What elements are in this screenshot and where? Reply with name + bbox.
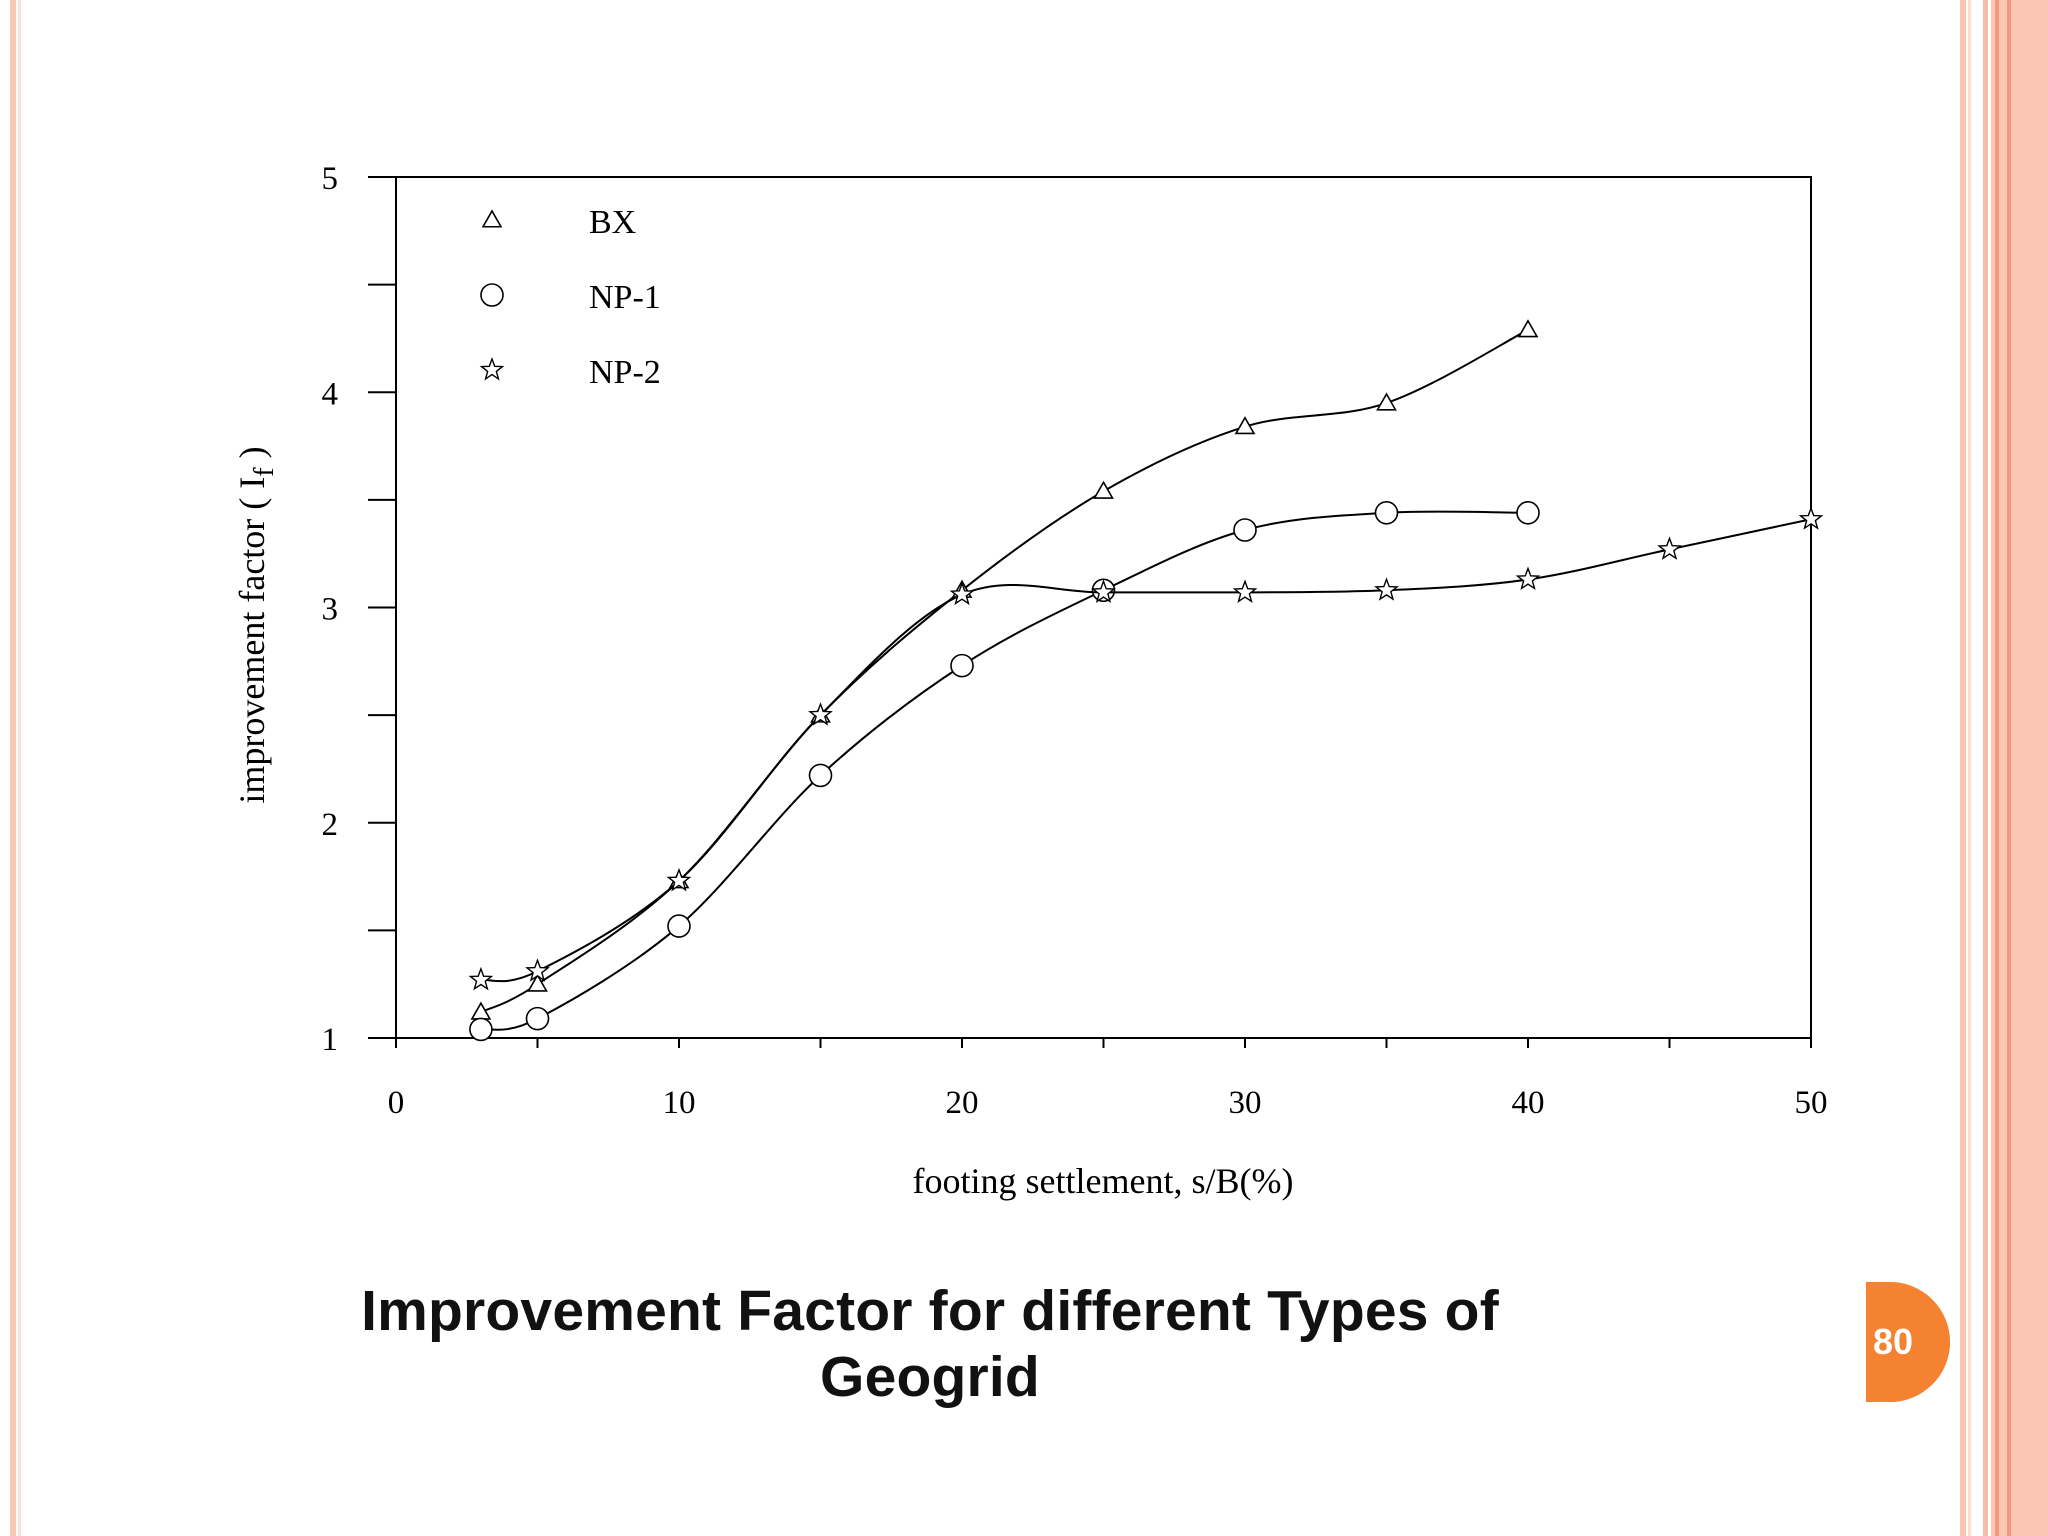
slide-left-border — [0, 0, 22, 1536]
triangle-marker — [1234, 416, 1256, 435]
right-border-stripe — [1983, 0, 1988, 1536]
slide-caption: Improvement Factor for different Types o… — [361, 1279, 1499, 1409]
series-np-1 — [469, 500, 1540, 1042]
star-marker — [468, 966, 494, 991]
star-marker — [525, 958, 550, 982]
slide-right-border — [1955, 0, 2048, 1536]
triangle-marker — [1093, 480, 1114, 499]
right-border-stripe — [1960, 0, 1966, 1536]
y-tick-label: 3 — [322, 592, 339, 628]
circle-marker — [469, 1017, 493, 1042]
legend: BX NP-1 NP-2 — [479, 204, 661, 391]
left-border-stripe — [10, 0, 16, 1536]
star-marker — [1374, 577, 1399, 601]
triangle-marker — [527, 973, 548, 992]
right-border-stripe — [1995, 0, 1999, 1536]
legend-item-np-1: NP-1 — [480, 279, 661, 316]
series-layer — [468, 319, 1824, 1042]
x-tick-label: 40 — [1512, 1085, 1545, 1121]
triangle-marker — [1376, 392, 1397, 411]
circle-marker — [1516, 500, 1540, 525]
right-border-stripe — [2007, 0, 2011, 1536]
star-marker — [1657, 536, 1682, 560]
star-marker — [666, 867, 692, 892]
x-tick-label: 20 — [946, 1085, 979, 1121]
legend-label: BX — [589, 204, 636, 241]
star-marker — [808, 702, 833, 726]
y-tick-label: 5 — [322, 161, 339, 197]
star-marker — [949, 581, 975, 606]
star-marker — [1798, 506, 1824, 530]
y-tick-label: 4 — [322, 376, 339, 412]
triangle-marker — [1517, 319, 1539, 338]
x-tick-label: 30 — [1229, 1085, 1262, 1121]
circle-marker — [480, 283, 504, 307]
series-np-2 — [468, 506, 1824, 991]
circle-marker — [525, 1006, 550, 1031]
circle-marker — [950, 653, 974, 678]
right-border-stripe — [1991, 0, 2048, 1536]
star-marker — [1232, 579, 1258, 603]
triangle-marker — [481, 209, 503, 228]
circle-marker — [808, 763, 833, 788]
legend-item-np-2: NP-2 — [479, 354, 661, 391]
y-axis-label-close: ) — [232, 446, 272, 467]
page-number: 80 — [1872, 1321, 1914, 1362]
star-marker — [479, 356, 505, 381]
circle-marker — [1233, 518, 1257, 542]
legend-label: NP-1 — [589, 279, 661, 316]
circle-marker — [1374, 500, 1399, 525]
y-tick-label: 2 — [322, 807, 339, 843]
y-axis-label-main: improvement factor ( I — [232, 477, 272, 804]
legend-item-bx: BX — [481, 204, 636, 241]
series-line-np-2 — [480, 518, 1812, 983]
y-axis-label: improvement factor ( If ) — [232, 446, 280, 803]
star-marker — [1515, 566, 1541, 591]
axis-ticks: 0 10 20 30 40 50 1 2 3 4 5 — [322, 161, 1828, 1121]
star-marker — [1091, 579, 1116, 603]
series-line-np-1 — [480, 510, 1529, 1031]
x-axis-label: footing settlement, s/B(%) — [913, 1161, 1294, 1201]
legend-label: NP-2 — [589, 354, 661, 391]
x-tick-label: 0 — [388, 1085, 405, 1121]
series-bx — [470, 319, 1539, 1020]
left-border-stripe — [18, 0, 21, 1536]
x-tick-label: 50 — [1795, 1085, 1828, 1121]
y-axis-label-subscript: f — [249, 467, 280, 477]
series-line-bx — [480, 328, 1529, 1014]
y-tick-label: 1 — [322, 1022, 339, 1058]
triangle-marker — [470, 1001, 492, 1020]
right-border-stripe — [1968, 0, 1971, 1536]
x-tick-label: 10 — [663, 1085, 696, 1121]
circle-marker — [667, 914, 691, 938]
